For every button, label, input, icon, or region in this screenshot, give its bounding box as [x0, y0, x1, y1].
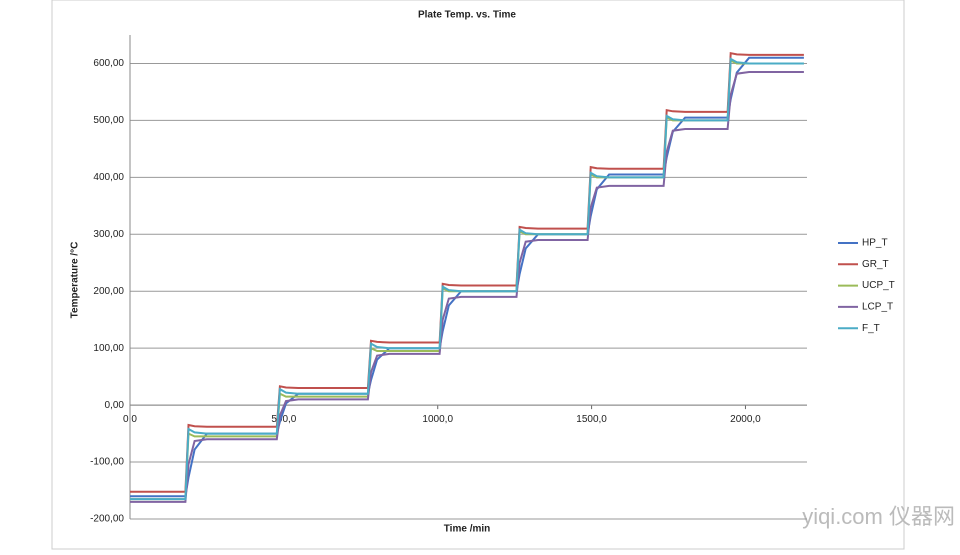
- series-line: [130, 71, 804, 503]
- legend-label: LCP_T: [862, 302, 893, 313]
- y-tick-label: 600,00: [93, 58, 124, 69]
- legend-label: UCP_T: [862, 280, 895, 291]
- chart-frame: [51, 0, 905, 550]
- series-line: [130, 57, 804, 501]
- y-axis-label: Temperature /°C: [70, 242, 81, 319]
- y-tick-label: 200,00: [93, 286, 124, 297]
- x-tick-label: 1500,0: [576, 414, 607, 425]
- legend-label: HP_T: [862, 238, 888, 249]
- legend-label: GR_T: [862, 259, 889, 270]
- chart-title: Plate Temp. vs. Time: [418, 10, 516, 21]
- y-tick-label: 300,00: [93, 229, 124, 240]
- x-tick-label: 500,0: [271, 414, 296, 425]
- legend-label: F_T: [862, 323, 880, 334]
- x-tick-label: 1000,0: [422, 414, 453, 425]
- x-axis-label: Time /min: [444, 524, 491, 535]
- y-tick-label: 500,00: [93, 115, 124, 126]
- y-tick-label: 100,00: [93, 343, 124, 354]
- y-tick-label: 400,00: [93, 172, 124, 183]
- y-tick-label: -200,00: [90, 514, 124, 525]
- watermark: yiqi.com 仪器网: [802, 504, 955, 529]
- x-tick-label: 2000,0: [730, 414, 761, 425]
- y-tick-label: -100,00: [90, 457, 124, 468]
- y-tick-label: 0,00: [105, 400, 125, 411]
